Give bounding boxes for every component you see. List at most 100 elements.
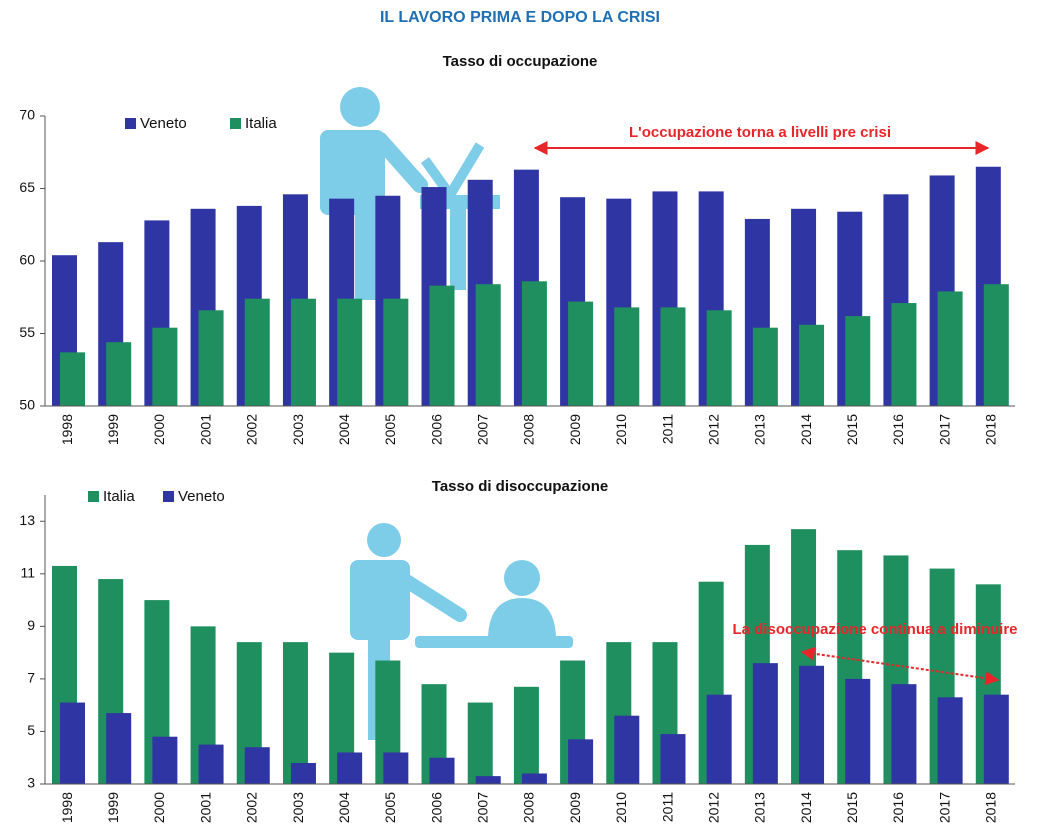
x-tick-label: 2000 xyxy=(151,792,167,823)
y-tick-label: 60 xyxy=(19,252,35,268)
x-tick-label: 1998 xyxy=(59,792,75,823)
annotation: La disoccupazione continua a diminuire xyxy=(732,621,1017,638)
bar xyxy=(660,734,686,784)
bar xyxy=(614,715,640,784)
bar xyxy=(568,301,594,406)
x-tick-label: 2012 xyxy=(705,792,721,823)
bar xyxy=(706,310,732,406)
icon-worker xyxy=(320,87,500,300)
bar xyxy=(467,702,493,784)
bar xyxy=(891,303,917,406)
bar xyxy=(383,752,409,784)
annotation: L'occupazione torna a livelli pre crisi xyxy=(629,124,891,141)
bar xyxy=(337,752,363,784)
bar xyxy=(937,697,963,784)
x-tick-label: 2018 xyxy=(983,792,999,823)
x-tick-label: 2003 xyxy=(290,792,306,823)
annotation-arrow xyxy=(800,646,1000,686)
bar xyxy=(244,747,270,784)
bar xyxy=(152,736,178,784)
legend-label: Veneto xyxy=(140,115,187,132)
chart-title: Tasso di occupazione xyxy=(443,53,598,70)
bar xyxy=(521,281,547,406)
x-tick-label: 1999 xyxy=(105,414,121,445)
y-tick-label: 3 xyxy=(27,775,35,791)
bar xyxy=(429,757,455,784)
chart-title: Tasso di disoccupazione xyxy=(432,478,608,495)
x-tick-label: 2010 xyxy=(613,414,629,445)
bar xyxy=(752,663,778,784)
bar xyxy=(660,307,686,406)
bar xyxy=(475,776,501,784)
x-tick-label: 2006 xyxy=(428,792,444,823)
bar xyxy=(290,762,316,784)
x-tick-label: 2010 xyxy=(613,792,629,823)
x-tick-label: 2005 xyxy=(382,792,398,823)
y-tick-label: 50 xyxy=(19,397,35,413)
x-tick-label: 2004 xyxy=(336,414,352,445)
legend-swatch xyxy=(88,491,99,502)
x-tick-label: 2011 xyxy=(659,414,675,444)
x-tick-label: 2008 xyxy=(521,792,537,823)
page-title: IL LAVORO PRIMA E DOPO LA CRISI xyxy=(380,9,660,26)
bar xyxy=(513,686,539,784)
bar xyxy=(198,310,224,406)
y-tick-label: 11 xyxy=(20,565,35,581)
y-tick-label: 65 xyxy=(19,179,35,195)
x-tick-label: 2012 xyxy=(705,414,721,445)
bar xyxy=(244,298,270,406)
bar xyxy=(706,694,732,784)
y-tick-label: 55 xyxy=(19,324,35,340)
bar xyxy=(521,773,547,784)
x-tick-label: 2007 xyxy=(475,792,491,823)
x-tick-label: 2007 xyxy=(475,414,491,445)
x-tick-label: 2015 xyxy=(844,414,860,445)
bar xyxy=(845,316,871,406)
legend-label: Italia xyxy=(245,115,277,132)
bar xyxy=(290,298,316,406)
y-tick-label: 7 xyxy=(27,670,35,686)
x-tick-label: 1999 xyxy=(105,792,121,823)
bar xyxy=(752,327,778,406)
y-tick-label: 5 xyxy=(27,722,35,738)
legend-swatch xyxy=(125,118,136,129)
bar xyxy=(568,739,594,784)
y-tick-label: 13 xyxy=(19,512,35,528)
bar xyxy=(60,702,85,784)
legend-swatch xyxy=(230,118,241,129)
bar xyxy=(614,307,640,406)
x-tick-label: 2001 xyxy=(197,792,213,823)
bar xyxy=(106,713,132,784)
x-tick-label: 2017 xyxy=(936,414,952,445)
x-tick-label: 2002 xyxy=(244,792,260,823)
bar xyxy=(845,678,871,784)
bar xyxy=(198,744,224,784)
x-tick-label: 2009 xyxy=(567,792,583,823)
x-tick-label: 2000 xyxy=(151,414,167,445)
bar xyxy=(983,694,1009,784)
x-tick-label: 2009 xyxy=(567,414,583,445)
legend-label: Veneto xyxy=(178,488,225,505)
x-tick-label: 2003 xyxy=(290,414,306,445)
x-tick-label: 2016 xyxy=(890,414,906,445)
x-tick-label: 2008 xyxy=(521,414,537,445)
x-tick-label: 2011 xyxy=(659,792,675,822)
bar xyxy=(799,324,825,406)
bar xyxy=(152,327,178,406)
bar xyxy=(337,298,363,406)
bar xyxy=(282,642,308,784)
legend-label: Italia xyxy=(103,488,135,505)
x-tick-label: 2018 xyxy=(983,414,999,445)
bar xyxy=(891,684,917,784)
bar xyxy=(937,291,963,406)
x-tick-label: 2015 xyxy=(844,792,860,823)
x-tick-label: 2001 xyxy=(197,414,213,445)
x-tick-label: 2014 xyxy=(798,792,814,823)
x-tick-label: 2013 xyxy=(752,414,768,445)
x-tick-label: 2014 xyxy=(798,414,814,445)
bar xyxy=(799,665,825,784)
bar xyxy=(429,285,455,406)
x-tick-label: 2006 xyxy=(428,414,444,445)
x-tick-label: 2005 xyxy=(382,414,398,445)
